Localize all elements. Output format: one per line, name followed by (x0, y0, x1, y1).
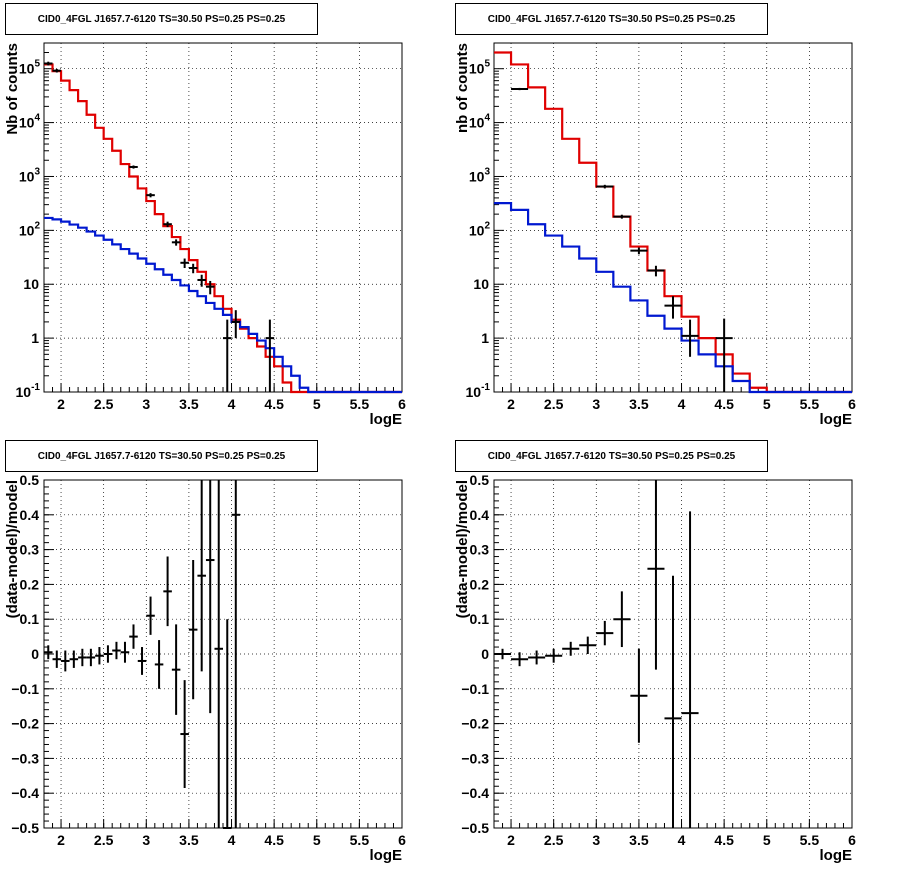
x-tick-label-top-right: 2 (507, 396, 515, 412)
x-tick-label-top-right: 5 (763, 396, 771, 412)
y-tick-label-bottom-right: −0.3 (461, 750, 489, 766)
x-tick-label-bottom-left: 5 (313, 832, 321, 848)
y-axis-label-bottom-left: (data-model)/model (4, 480, 21, 618)
x-tick-label-bottom-left: 2 (57, 832, 65, 848)
x-tick-label-top-right: 2.5 (544, 396, 564, 412)
plot-title-top-left: CID0_4FGL J1657.7-6120 TS=30.50 PS=0.25 … (5, 3, 318, 35)
x-tick-label-top-right: 4 (678, 396, 686, 412)
y-tick-label-top-right: 102 (469, 220, 491, 238)
x-tick-label-bottom-left: 3 (142, 832, 150, 848)
y-axis-label-bottom-right: (data-model)/model (454, 480, 471, 618)
y-tick-label-bottom-left: −0.3 (11, 750, 39, 766)
x-tick-label-bottom-left: 5.5 (350, 832, 370, 848)
y-tick-label-bottom-left: 0.1 (20, 611, 40, 627)
y-tick-label-top-right: 105 (469, 59, 491, 77)
model-series-total-top-left (44, 63, 402, 394)
x-tick-label-bottom-right: 5.5 (800, 832, 820, 848)
x-tick-label-bottom-right: 3.5 (629, 832, 649, 848)
x-tick-label-bottom-right: 2 (507, 832, 515, 848)
x-tick-label-bottom-right: 6 (848, 832, 856, 848)
x-tick-label-top-left: 3.5 (179, 396, 199, 412)
x-tick-label-bottom-right: 5 (763, 832, 771, 848)
y-tick-label-bottom-right: 0 (481, 646, 489, 662)
y-tick-label-top-left: 10-1 (16, 382, 41, 400)
x-tick-label-top-left: 6 (398, 396, 406, 412)
x-tick-label-top-left: 2.5 (94, 396, 114, 412)
plot-title-bottom-left: CID0_4FGL J1657.7-6120 TS=30.50 PS=0.25 … (5, 440, 318, 472)
y-tick-label-top-left: 103 (19, 166, 41, 184)
x-tick-label-top-right: 3 (592, 396, 600, 412)
y-tick-label-top-right: 1 (481, 330, 489, 346)
x-axis-label-top-left: logE (370, 411, 403, 428)
y-tick-label-bottom-right: −0.4 (461, 785, 489, 801)
x-tick-label-bottom-right: 3 (592, 832, 600, 848)
y-tick-label-bottom-right: 0.1 (470, 611, 490, 627)
y-axis-label-top-left: Nb of counts (4, 43, 21, 135)
y-tick-label-top-right: 10 (473, 276, 489, 292)
y-tick-label-bottom-left: 0.3 (20, 542, 40, 558)
model-series-background-top-right (494, 202, 852, 394)
y-tick-label-bottom-left: −0.5 (11, 820, 39, 836)
y-tick-label-bottom-right: 0.4 (470, 507, 490, 523)
y-tick-label-bottom-right: 0.5 (470, 472, 490, 488)
y-tick-label-top-right: 104 (469, 113, 491, 131)
y-tick-label-bottom-left: 0 (31, 646, 39, 662)
x-tick-label-top-left: 4 (228, 396, 236, 412)
x-tick-label-top-left: 3 (142, 396, 150, 412)
x-tick-label-bottom-right: 4.5 (714, 832, 734, 848)
x-axis-label-top-right: logE (820, 411, 853, 428)
plot-frame-top-right (493, 42, 853, 393)
x-tick-label-top-right: 3.5 (629, 396, 649, 412)
x-tick-label-bottom-right: 4 (678, 832, 686, 848)
y-tick-label-bottom-left: −0.4 (11, 785, 39, 801)
x-axis-label-bottom-right: logE (820, 847, 853, 864)
x-tick-label-top-left: 4.5 (264, 396, 284, 412)
y-tick-label-top-right: 103 (469, 166, 491, 184)
y-tick-label-bottom-right: 0.2 (470, 576, 490, 592)
x-tick-label-top-left: 5 (313, 396, 321, 412)
y-tick-label-top-left: 105 (19, 59, 41, 77)
y-tick-label-bottom-left: −0.2 (11, 716, 39, 732)
plot-frame-top-left (43, 42, 403, 393)
y-tick-label-bottom-right: 0.3 (470, 542, 490, 558)
x-tick-label-top-right: 5.5 (800, 396, 820, 412)
y-tick-label-top-left: 1 (31, 330, 39, 346)
plot-title-bottom-right: CID0_4FGL J1657.7-6120 TS=30.50 PS=0.25 … (455, 440, 768, 472)
y-tick-label-bottom-left: 0.4 (20, 507, 40, 523)
x-tick-label-bottom-left: 3.5 (179, 832, 199, 848)
plot-title-top-right: CID0_4FGL J1657.7-6120 TS=30.50 PS=0.25 … (455, 3, 768, 35)
model-series-background-top-left (44, 216, 402, 394)
y-tick-label-bottom-right: −0.5 (461, 820, 489, 836)
x-axis-label-bottom-left: logE (370, 847, 403, 864)
y-tick-label-bottom-right: −0.1 (461, 681, 489, 697)
x-tick-label-bottom-left: 6 (398, 832, 406, 848)
x-tick-label-bottom-left: 4 (228, 832, 236, 848)
x-tick-label-bottom-left: 4.5 (264, 832, 284, 848)
y-tick-label-top-left: 10 (23, 276, 39, 292)
y-tick-label-bottom-right: −0.2 (461, 716, 489, 732)
y-axis-label-top-right: nb of counts (454, 43, 471, 133)
x-tick-label-top-left: 5.5 (350, 396, 370, 412)
x-tick-label-top-right: 4.5 (714, 396, 734, 412)
x-tick-label-bottom-left: 2.5 (94, 832, 114, 848)
y-tick-label-bottom-left: 0.2 (20, 576, 40, 592)
y-tick-label-top-left: 104 (19, 113, 41, 131)
y-tick-label-top-left: 102 (19, 220, 41, 238)
x-tick-label-top-left: 2 (57, 396, 65, 412)
y-tick-label-bottom-left: 0.5 (20, 472, 40, 488)
y-tick-label-bottom-left: −0.1 (11, 681, 39, 697)
model-series-total-top-right (494, 51, 852, 394)
x-tick-label-bottom-right: 2.5 (544, 832, 564, 848)
y-tick-label-top-right: 10-1 (466, 382, 491, 400)
x-tick-label-top-right: 6 (848, 396, 856, 412)
